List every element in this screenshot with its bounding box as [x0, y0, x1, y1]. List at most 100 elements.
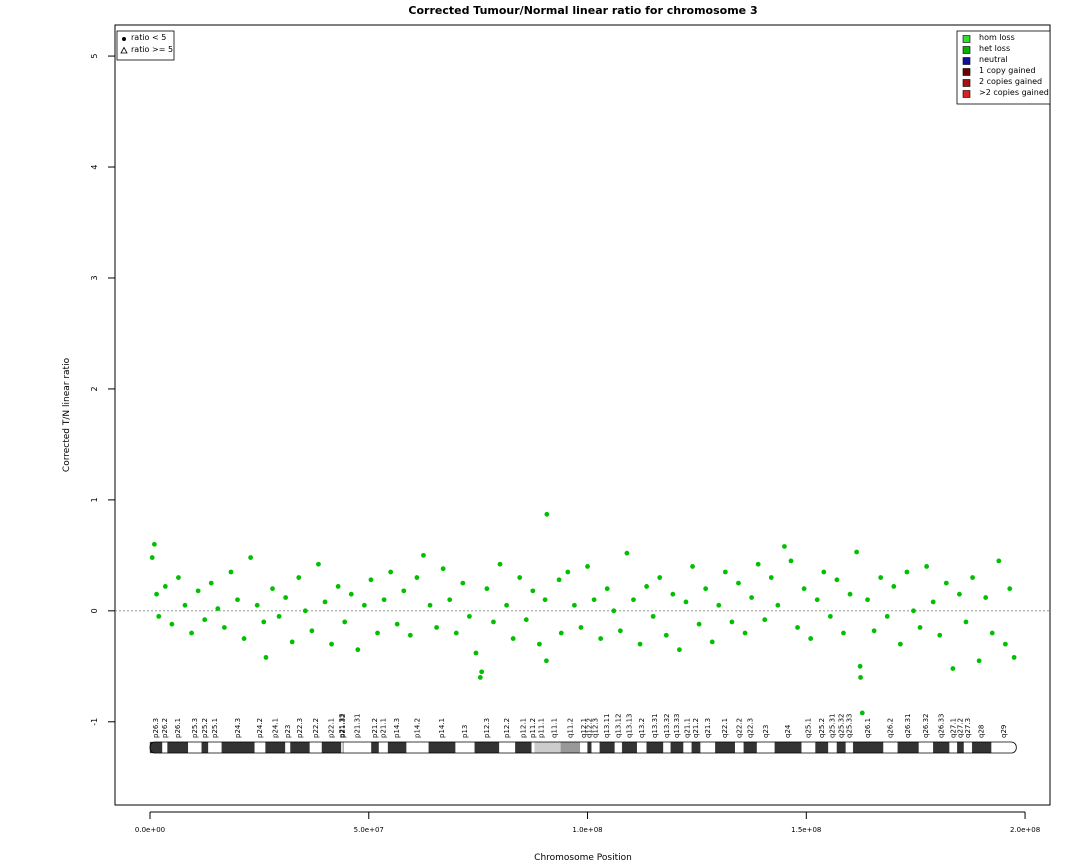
ideogram-band: [670, 741, 684, 754]
band-label: p11.1: [537, 718, 545, 738]
point: [401, 588, 407, 594]
point: [1011, 655, 1017, 660]
point: [904, 569, 910, 575]
point: [335, 584, 341, 589]
point: [768, 575, 774, 580]
point: [202, 617, 208, 623]
legend-swatch: [962, 57, 971, 65]
band-label: q25.2: [818, 718, 826, 738]
point: [841, 630, 846, 636]
band-label: p24.2: [256, 718, 264, 738]
ideogram-band: [428, 741, 456, 754]
point: [565, 569, 571, 575]
legend-swatch: [962, 35, 971, 43]
ideogram: [149, 741, 1017, 754]
band-label: q22.2: [735, 718, 743, 738]
ideogram-band: [341, 742, 343, 753]
point: [361, 602, 367, 608]
legend-swatch: [962, 79, 971, 87]
ideogram-band: [743, 741, 758, 754]
plot-frame: [114, 24, 1051, 806]
ideogram-band: [636, 742, 647, 753]
point: [504, 602, 509, 608]
point: [858, 675, 863, 680]
legend-label: >2 copies gained: [979, 88, 1049, 97]
point: [479, 669, 485, 675]
ideogram-band: [455, 742, 475, 753]
point: [788, 558, 794, 564]
point: [637, 641, 643, 647]
ideogram-band: [957, 741, 964, 754]
point: [162, 584, 168, 589]
x-tick-label: 1.5e+08: [791, 826, 821, 834]
state-legend: hom loss het loss neutral 1 copy gained 2 co…: [956, 30, 1051, 105]
band-label: q25.32: [837, 714, 845, 738]
point: [611, 608, 617, 614]
band-label: q11.1: [550, 718, 558, 738]
point: [878, 575, 884, 580]
point: [309, 628, 315, 634]
point: [670, 591, 676, 597]
band-label: q11.2: [566, 718, 574, 738]
point: [585, 564, 590, 569]
point: [296, 575, 302, 580]
band-label: q13.12: [614, 714, 622, 738]
point: [407, 632, 413, 638]
point: [970, 575, 975, 580]
point: [716, 602, 722, 608]
band-label: p25.2: [201, 718, 209, 738]
point: [221, 625, 227, 630]
point: [847, 591, 853, 597]
point: [644, 584, 649, 589]
band-label: q21.1: [684, 718, 692, 738]
legend-symbol: [120, 46, 128, 54]
ideogram-band: [406, 742, 429, 753]
point: [302, 608, 308, 614]
band-label: q21.2: [692, 718, 700, 738]
x-tick-label: 2.0e+08: [1010, 826, 1040, 834]
ideogram-band: [756, 742, 775, 753]
point: [440, 566, 446, 572]
band-label: p13: [461, 725, 469, 738]
point: [263, 655, 269, 660]
ideogram-band: [852, 741, 884, 754]
x-tick-label: 5.0e+07: [354, 826, 384, 834]
legend-label: 2 copies gained: [979, 77, 1042, 86]
point: [261, 619, 267, 625]
band-label: q21.3: [704, 718, 712, 738]
point: [1002, 641, 1008, 647]
band-label: p23: [284, 725, 292, 738]
point: [289, 639, 295, 645]
point: [891, 584, 897, 589]
ideogram-band: [663, 742, 671, 753]
point: [795, 625, 800, 630]
band-label: q26.2: [887, 718, 895, 738]
point: [950, 666, 956, 671]
legend-box: [956, 30, 1051, 105]
point: [996, 558, 1002, 564]
ideogram-band: [599, 741, 615, 754]
ideogram-band: [309, 742, 322, 753]
point: [466, 613, 472, 619]
point: [477, 675, 483, 680]
point: [473, 650, 479, 656]
ideogram-band: [963, 742, 973, 753]
band-label: p14.2: [414, 718, 422, 738]
ideogram-band: [534, 741, 549, 754]
ideogram-band: [290, 741, 310, 754]
point: [857, 663, 863, 669]
band-label: q25.1: [804, 718, 812, 738]
chart-title: Corrected Tumour/Normal linear ratio for…: [408, 4, 757, 17]
point: [742, 630, 748, 636]
band-label: p12.3: [483, 718, 491, 738]
legend-swatch: [962, 46, 971, 54]
point: [976, 658, 982, 664]
point: [821, 569, 827, 575]
band-label: q13.13: [626, 714, 634, 738]
point: [558, 630, 564, 636]
band-label: q26.33: [937, 714, 945, 738]
point: [283, 595, 289, 600]
y-tick-label: 0: [90, 608, 99, 613]
legend-label: ratio < 5: [131, 33, 166, 42]
